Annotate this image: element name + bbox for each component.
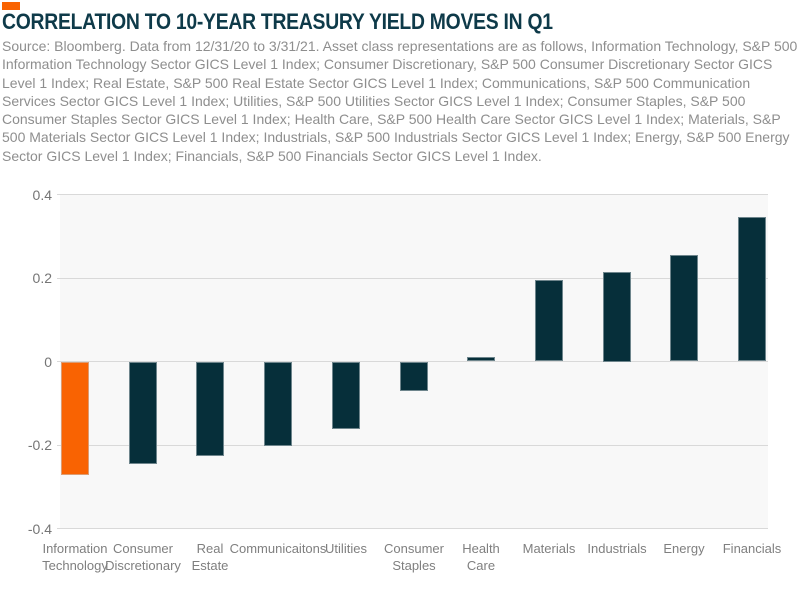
bar-real-estate [196, 362, 224, 456]
x-axis-label-line: Real [196, 541, 224, 556]
y-axis-tick-label: 0.4 [32, 186, 52, 203]
gridline [57, 528, 768, 529]
gridline [57, 361, 768, 362]
x-axis-category-label: Health Care [416, 541, 546, 574]
y-axis-tick-label: 0 [44, 353, 52, 370]
x-axis-label-line: Materials [522, 541, 576, 556]
x-axis-label-line: Financials [722, 541, 782, 556]
bar-consumer-staples [400, 362, 428, 391]
x-axis-category-label: Energy [619, 541, 749, 558]
x-axis-label-line: Estate [191, 557, 229, 573]
x-axis-category-label: Real Estate [145, 541, 275, 574]
x-axis-label-line: Energy [663, 541, 705, 556]
x-axis-category-label: Consumer Staples [349, 541, 479, 574]
bar-energy [670, 255, 698, 361]
x-axis-category-label: Materials [484, 541, 614, 558]
x-axis-label-line: Consumer [384, 541, 444, 556]
y-axis-tick-label: 0.2 [32, 270, 52, 286]
bar-industrials [603, 272, 631, 362]
gridline [57, 444, 768, 446]
x-axis-label-line: Health [462, 541, 500, 556]
x-axis-label-line: Industrials [587, 541, 647, 556]
bar-information-technology [61, 362, 89, 475]
x-axis-label-line: Consumer [113, 541, 173, 556]
y-axis-tick-label: -0.4 [27, 520, 52, 537]
bar-health-care [467, 357, 495, 361]
x-axis-category-label: Financials [687, 541, 801, 558]
x-axis-label-line: Technology [42, 557, 108, 573]
x-axis-category-label: Communicaitons [213, 541, 343, 558]
y-axis-tick-label: -0.2 [27, 437, 52, 453]
x-axis-label-line: Information [42, 541, 108, 556]
x-axis-category-label: Information Technology [10, 541, 140, 574]
x-axis-label-line: Communicaitons [229, 541, 327, 556]
x-axis-category-label: Consumer Discretionary [78, 541, 208, 574]
accent-square [2, 2, 20, 10]
bar-materials [535, 280, 563, 361]
x-axis-category-label: Industrials [552, 541, 682, 558]
x-axis-label-line: Utilities [325, 541, 367, 556]
gridline [57, 277, 768, 279]
bar-consumer-discretionary [129, 362, 157, 464]
x-axis-category-label: Utilities [281, 541, 411, 558]
bar-communicaitons [264, 362, 292, 446]
bar-financials [738, 217, 766, 361]
x-axis-label-line: Discretionary [105, 557, 181, 573]
page-title: CORRELATION TO 10-YEAR TREASURY YIELD MO… [2, 9, 553, 34]
source-note: Source: Bloomberg. Data from 12/31/20 to… [2, 38, 798, 164]
x-axis-label-line: Care [466, 557, 496, 573]
bar-utilities [332, 362, 360, 429]
x-axis-label-line: Staples [392, 557, 436, 573]
gridline [57, 194, 768, 195]
